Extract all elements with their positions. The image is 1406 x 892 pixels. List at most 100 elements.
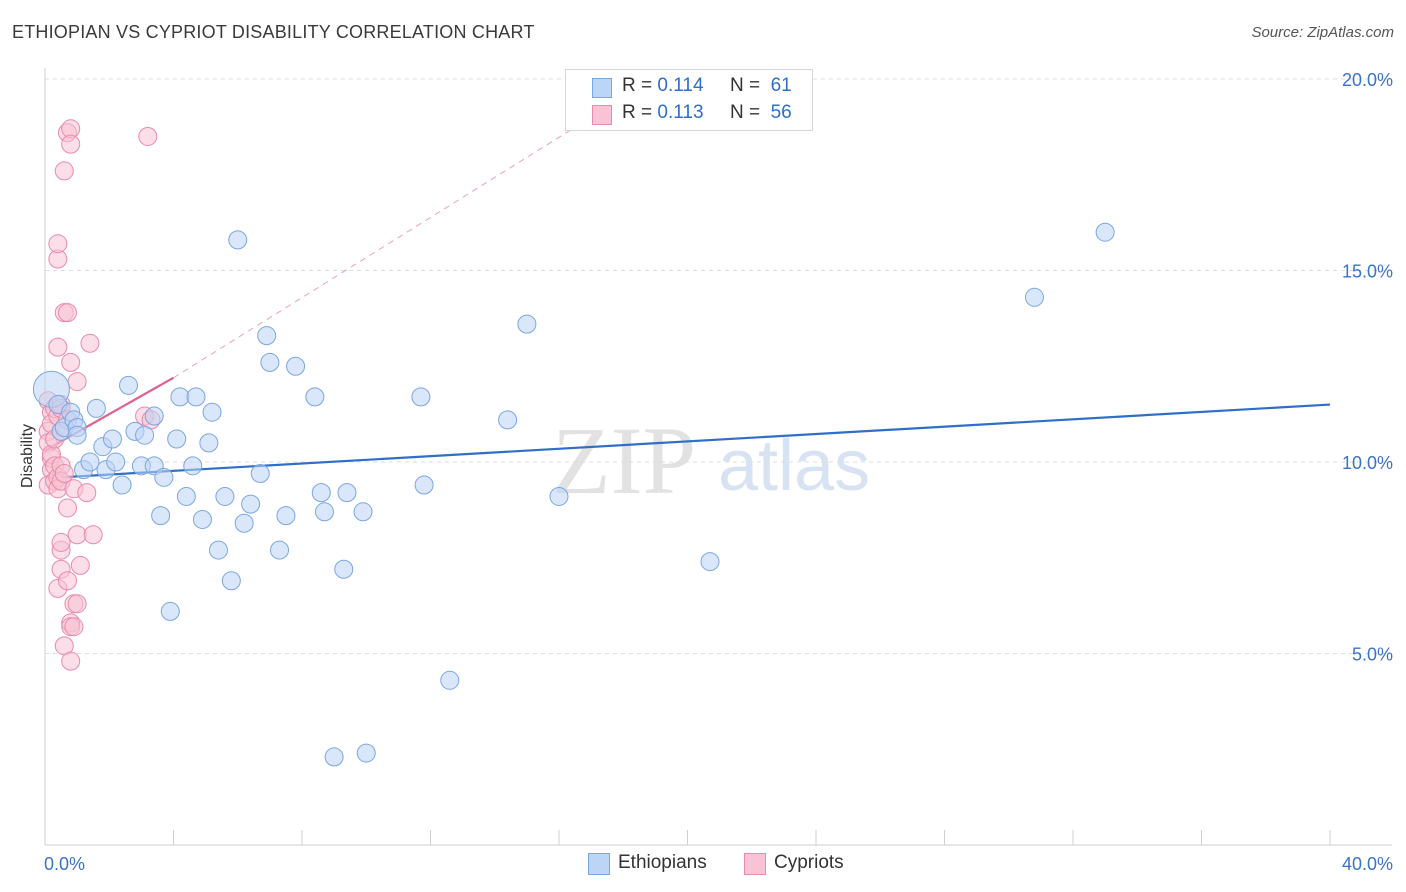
legend-n-value: 61 <box>770 75 792 96</box>
ethiopian-point <box>112 475 132 495</box>
ethiopian-point <box>192 509 212 529</box>
ethiopian-point <box>314 502 334 522</box>
cypriot-point <box>48 337 68 357</box>
ethiopian-point <box>414 475 434 495</box>
series-label-ethiopians: Ethiopians <box>618 852 707 873</box>
ethiopian-point <box>234 513 254 533</box>
ethiopian-point <box>80 452 100 472</box>
y-axis-title: Disability <box>19 424 36 488</box>
legend-swatch-ethiopians <box>592 78 612 98</box>
ethiopian-point <box>176 486 196 506</box>
cypriot-point <box>61 352 81 372</box>
cypriot-point <box>54 161 74 181</box>
series-swatch-ethiopians <box>588 853 610 875</box>
ethiopian-point <box>221 571 241 591</box>
ethiopian-point <box>440 670 460 690</box>
y-tick-label: 5.0% <box>1352 645 1393 665</box>
ethiopian-point <box>257 326 277 346</box>
ethiopian-point <box>67 425 87 445</box>
x-tick-label: 40.0% <box>1342 854 1393 874</box>
chart-title: ETHIOPIAN VS CYPRIOT DISABILITY CORRELAT… <box>12 22 535 42</box>
series-label-cypriots: Cypriots <box>774 852 844 873</box>
legend-r-value: 0.113 <box>657 102 704 123</box>
cypriot-point <box>83 525 103 545</box>
ethiopian-point <box>353 502 373 522</box>
ethiopian-point <box>270 540 290 560</box>
ethiopian-point <box>215 486 235 506</box>
ethiopian-point <box>202 402 222 422</box>
ethiopian-point <box>337 483 357 503</box>
ethiopian-point <box>160 601 180 621</box>
series-swatch-cypriots <box>744 853 766 875</box>
legend-r-label: R = <box>622 75 653 96</box>
ethiopian-point <box>700 552 720 572</box>
cypriot-point <box>57 303 77 323</box>
legend-n-value: 56 <box>770 102 792 123</box>
ethiopian-point <box>199 433 219 453</box>
ethiopian-point <box>305 387 325 407</box>
cypriot-point <box>67 372 87 392</box>
ethiopian-point <box>276 506 296 526</box>
ethiopian-point <box>260 352 280 372</box>
watermark-zip: ZIP <box>552 407 696 514</box>
watermark-atlas: atlas <box>718 426 870 506</box>
ethiopian-point <box>86 398 106 418</box>
legend-n-label: N = <box>729 75 761 96</box>
ethiopian-point <box>334 559 354 579</box>
cypriot-point <box>57 498 77 518</box>
ethiopian-point <box>311 483 331 503</box>
y-tick-label: 20.0% <box>1342 70 1393 90</box>
ethiopian-point <box>167 429 187 449</box>
legend-swatch-cypriots <box>592 105 612 125</box>
ethiopian-point <box>151 506 171 526</box>
cypriot-point <box>51 532 71 552</box>
ethiopian-point <box>241 494 261 514</box>
legend-r-value: 0.114 <box>657 75 704 96</box>
ethiopian-point <box>102 429 122 449</box>
gridlines <box>45 78 1392 654</box>
ethiopian-point <box>250 463 270 483</box>
ethiopian-point <box>135 425 155 445</box>
ethiopian-point <box>170 387 190 407</box>
ethiopian-point <box>286 356 306 376</box>
cypriot-point <box>48 234 68 254</box>
ethiopian-point <box>1095 222 1115 242</box>
cypriot-point <box>64 617 84 637</box>
source-credit: Source: ZipAtlas.com <box>1251 24 1394 41</box>
ethiopian-point <box>186 387 206 407</box>
x-tick-label: 0.0% <box>44 854 85 874</box>
x-tick-labels: 0.0% 40.0% <box>44 854 1393 874</box>
cypriot-point <box>138 126 158 146</box>
ethiopian-point <box>1024 287 1044 307</box>
ethiopian-point <box>208 540 228 560</box>
ethiopian-point <box>119 375 139 395</box>
ethiopian-point <box>411 387 431 407</box>
ethiopian-point <box>144 406 164 426</box>
ethiopian-point <box>549 486 569 506</box>
cypriot-point <box>57 571 77 591</box>
cypriot-point <box>77 483 97 503</box>
legend-r-label: R = <box>622 102 653 123</box>
ethiopian-point <box>356 743 376 763</box>
legend-n-label: N = <box>729 102 761 123</box>
cypriots-trend-extension <box>173 116 592 379</box>
cypriot-point <box>61 134 81 154</box>
data-points <box>32 119 1115 767</box>
y-tick-label: 15.0% <box>1342 262 1393 282</box>
cypriot-point <box>61 651 81 671</box>
cypriot-point <box>67 525 87 545</box>
ethiopian-point <box>517 314 537 334</box>
ethiopian-point <box>228 230 248 250</box>
cypriot-point <box>70 555 90 575</box>
cypriot-point <box>54 463 74 483</box>
ethiopian-point <box>106 452 126 472</box>
y-tick-label: 10.0% <box>1342 453 1393 473</box>
watermark: ZIP atlas <box>552 407 870 514</box>
ethiopian-point <box>498 410 518 430</box>
ethiopian-point <box>324 747 344 767</box>
ethiopian-point <box>183 456 203 476</box>
cypriot-point <box>67 594 87 614</box>
correlation-legend: R = 0.114 N = 61 R = 0.113 N = 56 <box>565 69 813 131</box>
cypriot-point <box>80 333 100 353</box>
